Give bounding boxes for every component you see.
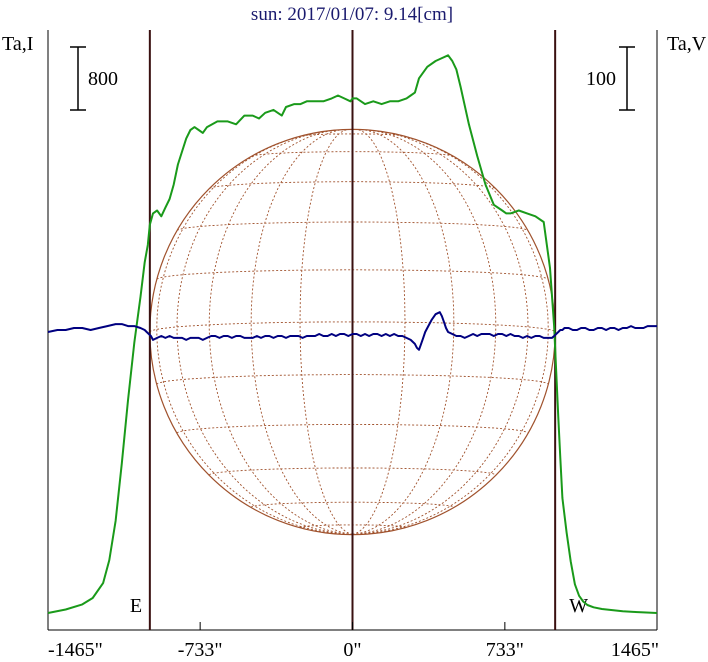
disk-longitude-line [250, 129, 353, 535]
disk-longitude-line [352, 133, 549, 535]
disk-longitude-line [352, 129, 455, 535]
right-scale-bar-label: 100 [586, 68, 616, 90]
x-axis: -1465" -733" 0" 733" 1465" [47, 622, 659, 661]
x-tick-label: 733" [486, 639, 524, 661]
chart-title: sun: 2017/01/07: 9.14[cm] [251, 4, 453, 25]
disk-longitude-line [299, 128, 353, 535]
disk-longitude-line [176, 129, 353, 535]
disk-latitude-line [209, 181, 496, 189]
limb-label: W [569, 595, 588, 617]
disk-longitude-line [208, 129, 353, 535]
right-scale-bar: 100 [586, 46, 635, 111]
disk-longitude-line [352, 128, 406, 535]
left-scale-bar: 800 [70, 46, 118, 111]
disk-latitude-line [301, 133, 404, 137]
series-group [47, 54, 658, 614]
x-tick-label: 1465" [611, 639, 659, 661]
disk-longitude-line [352, 129, 529, 535]
x-tick-label: 0" [343, 639, 361, 661]
left-axis-label: Ta,I [2, 33, 33, 55]
polarization-curve [47, 311, 657, 351]
right-axis-label: Ta,V [667, 33, 707, 55]
disk-longitude-line [352, 129, 497, 535]
x-tick-label: -733" [178, 639, 223, 661]
x-tick-label: -1465" [48, 639, 103, 661]
left-scale-bar-label: 800 [88, 68, 118, 90]
intensity-curve [47, 54, 658, 614]
disk-latitude-line [149, 321, 556, 333]
disk-longitude-line [156, 133, 353, 535]
limb-label: E [130, 595, 142, 617]
disk-latitude-line [208, 467, 497, 476]
